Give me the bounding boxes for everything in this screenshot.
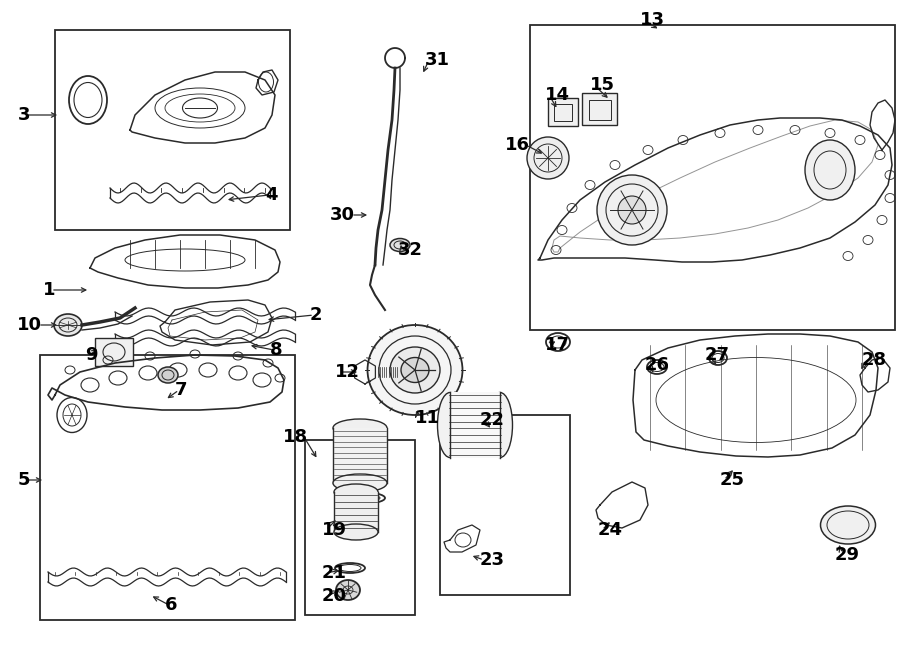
Ellipse shape [390, 238, 410, 252]
Text: 13: 13 [640, 11, 665, 29]
Bar [530, 25, 895, 330]
Ellipse shape [334, 524, 378, 540]
Ellipse shape [158, 367, 178, 383]
Text: 28: 28 [862, 351, 887, 369]
Bar [55, 30, 290, 230]
Bar [440, 415, 570, 595]
Text: 15: 15 [590, 76, 615, 94]
Text: 3: 3 [17, 106, 30, 124]
Ellipse shape [488, 393, 512, 457]
Text: 24: 24 [598, 521, 623, 539]
Text: 7: 7 [175, 381, 187, 399]
Ellipse shape [334, 484, 378, 500]
Ellipse shape [805, 140, 855, 200]
Text: 9: 9 [85, 346, 97, 364]
Ellipse shape [54, 314, 82, 336]
Text: 20: 20 [322, 587, 347, 605]
Ellipse shape [597, 175, 667, 245]
Text: 5: 5 [17, 471, 30, 489]
Text: 14: 14 [545, 86, 570, 104]
Ellipse shape [527, 137, 569, 179]
Bar [334, 492, 378, 532]
Text: 31: 31 [425, 51, 450, 69]
Text: 26: 26 [645, 356, 670, 374]
Ellipse shape [821, 506, 876, 544]
Text: 27: 27 [705, 346, 730, 364]
Ellipse shape [437, 393, 463, 457]
Ellipse shape [401, 357, 429, 383]
Text: 2: 2 [310, 306, 322, 324]
Ellipse shape [333, 419, 387, 437]
Ellipse shape [333, 474, 387, 492]
Text: 16: 16 [505, 136, 530, 154]
Bar [589, 100, 611, 120]
Text: 17: 17 [545, 336, 570, 354]
Ellipse shape [367, 325, 463, 415]
Bar [95, 338, 133, 366]
Text: 22: 22 [480, 411, 505, 429]
Text: 19: 19 [322, 521, 347, 539]
Text: 12: 12 [335, 363, 360, 381]
Text: 29: 29 [835, 546, 860, 564]
Text: 21: 21 [322, 564, 347, 582]
Ellipse shape [336, 580, 360, 600]
Text: 18: 18 [283, 428, 308, 446]
Text: 32: 32 [398, 241, 423, 259]
Text: 25: 25 [720, 471, 745, 489]
Bar [548, 98, 578, 126]
Text: 23: 23 [480, 551, 505, 569]
Text: 11: 11 [415, 409, 440, 427]
Ellipse shape [390, 347, 440, 393]
Bar [305, 440, 415, 615]
Text: 10: 10 [17, 316, 42, 334]
Text: 4: 4 [265, 186, 277, 204]
Bar [40, 355, 295, 620]
Text: 8: 8 [270, 341, 283, 359]
Bar [582, 93, 617, 125]
Bar [333, 428, 387, 483]
Text: 30: 30 [330, 206, 355, 224]
Text: 6: 6 [165, 596, 177, 614]
Ellipse shape [618, 196, 646, 224]
Text: 1: 1 [42, 281, 55, 299]
Bar [554, 104, 572, 121]
Bar [450, 392, 500, 458]
